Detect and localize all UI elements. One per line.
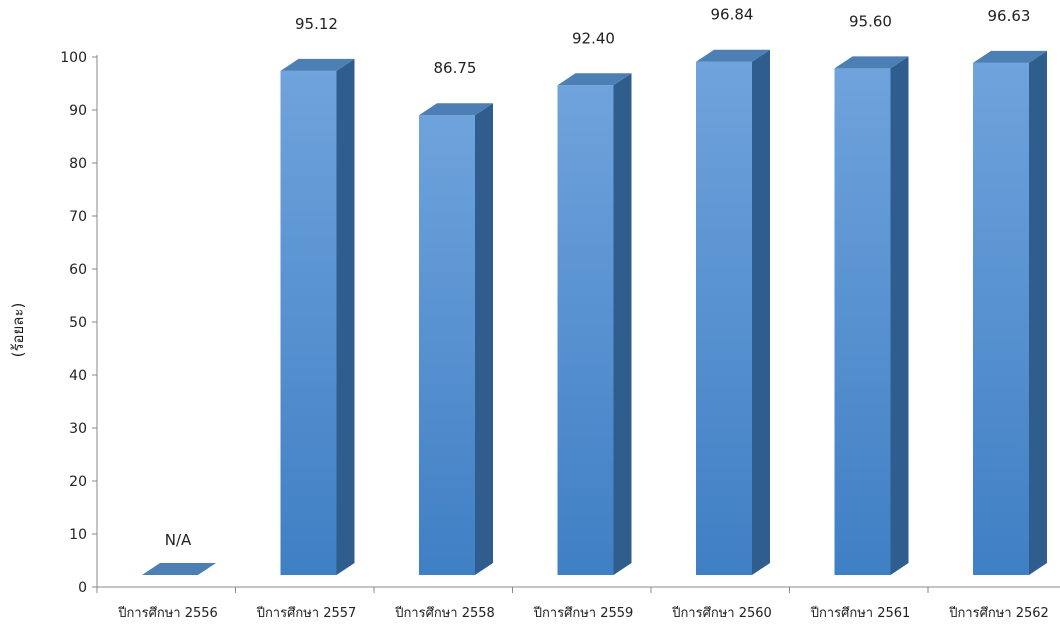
bar <box>557 73 632 575</box>
data-labels: N/A 95.12 86.75 92.40 96.84 95.60 96.63 <box>165 6 1031 549</box>
x-axis: ปีการศึกษา 2556 ปีการศึกษา 2557 ปีการศึกษา… <box>96 586 1060 621</box>
bar-top <box>419 103 493 116</box>
bar <box>696 49 770 576</box>
bar-front <box>419 115 475 575</box>
bar-side <box>336 58 355 575</box>
x-tick-label: ปีการศึกษา 2556 <box>117 605 218 621</box>
y-tick-label: 60 <box>69 262 87 278</box>
y-axis: 0 10 20 30 40 50 60 70 80 90 100 <box>60 50 98 596</box>
bar-front <box>973 62 1029 575</box>
bar-front <box>834 68 891 575</box>
bar-top <box>973 50 1047 63</box>
bar <box>973 50 1047 575</box>
data-label: 95.12 <box>295 15 338 33</box>
y-tick-label: 40 <box>69 368 87 384</box>
bar-side <box>1029 50 1047 575</box>
data-label: 92.40 <box>572 29 615 47</box>
bar-side <box>890 56 909 575</box>
y-tick-label: 30 <box>69 421 87 437</box>
y-tick-label: 90 <box>69 103 87 119</box>
bar-side <box>752 49 770 576</box>
y-tick-label: 20 <box>69 474 87 490</box>
x-tick-label: ปีการศึกษา 2562 <box>948 605 1049 621</box>
bar-top <box>557 73 632 86</box>
bar-front <box>557 85 614 575</box>
bar <box>834 56 909 575</box>
bar-front <box>696 61 752 576</box>
y-tick-label: 50 <box>69 315 87 331</box>
bar-top <box>142 563 216 575</box>
bar-top <box>696 49 770 62</box>
y-tick-label: 10 <box>69 527 87 543</box>
bar-front <box>280 70 337 575</box>
y-tick-label: 80 <box>69 156 87 172</box>
x-tick-label: ปีการศึกษา 2557 <box>256 605 357 621</box>
x-tick-label: ปีการศึกษา 2558 <box>394 605 495 621</box>
data-label: 95.60 <box>849 12 892 30</box>
bar-top <box>834 56 909 69</box>
bar <box>419 103 493 575</box>
y-tick-label: 70 <box>69 209 87 225</box>
x-tick-label: ปีการศึกษา 2561 <box>810 605 911 621</box>
y-tick-label: 0 <box>78 580 87 596</box>
data-label: 96.84 <box>711 6 754 24</box>
bar-side <box>613 73 632 575</box>
y-axis-label: (ร้อยละ) <box>9 302 27 358</box>
data-label: N/A <box>165 531 192 549</box>
data-label: 96.63 <box>988 7 1031 25</box>
bars <box>142 49 1047 576</box>
y-tick-label: 100 <box>60 50 87 66</box>
x-tick-label: ปีการศึกษา 2560 <box>671 605 772 621</box>
bar <box>280 58 355 575</box>
bar-side <box>475 103 493 575</box>
data-label: 86.75 <box>434 59 477 77</box>
bar <box>142 563 216 575</box>
x-tick-label: ปีการศึกษา 2559 <box>533 605 634 621</box>
bar-top <box>280 58 355 71</box>
